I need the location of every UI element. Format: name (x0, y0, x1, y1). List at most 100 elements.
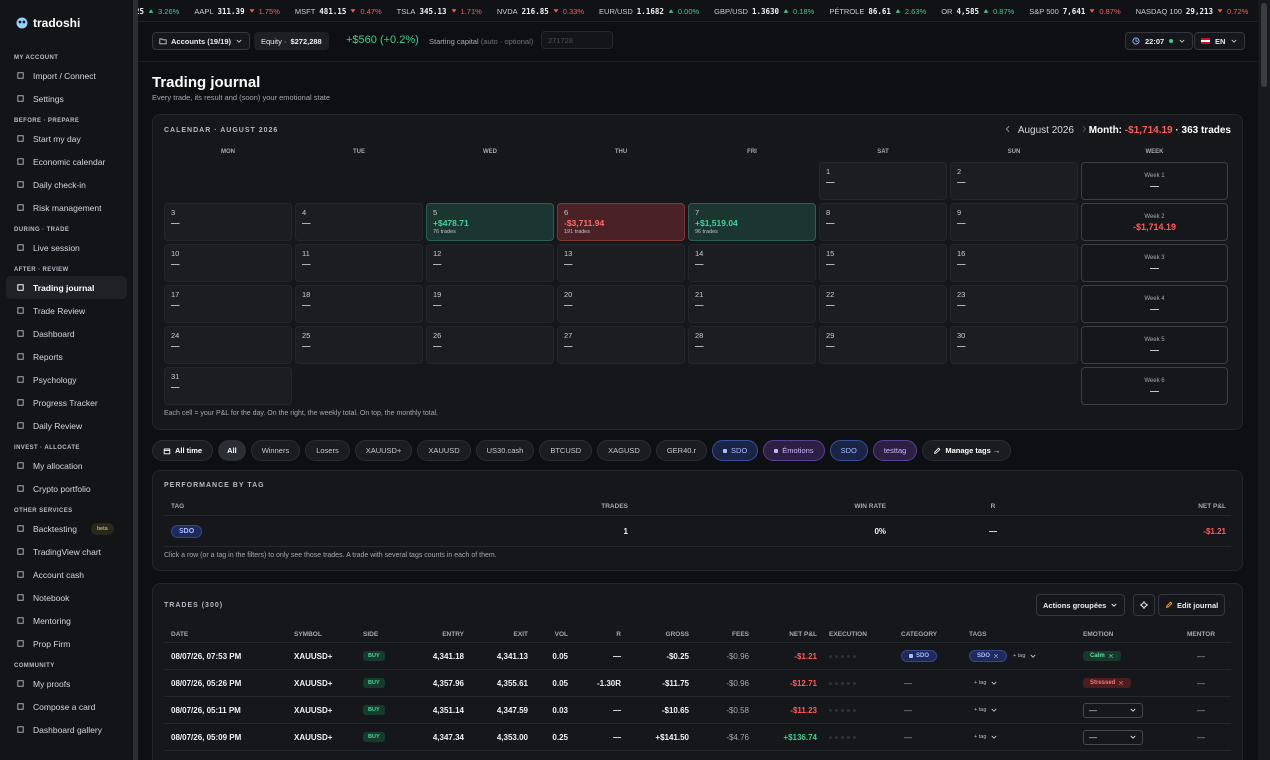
rating-dot[interactable] (853, 735, 856, 739)
rating-dot[interactable] (835, 708, 838, 712)
filter-chip[interactable]: All (218, 440, 246, 461)
capital-input[interactable]: 271728 (541, 31, 613, 49)
add-tag[interactable]: + tag (974, 707, 987, 713)
nav-item[interactable]: Progress Tracker (6, 391, 127, 414)
day-cell[interactable]: 12— (426, 244, 554, 282)
nav-item[interactable]: Psychology (6, 368, 127, 391)
filter-chip[interactable]: Émotions (763, 440, 825, 461)
prev-month[interactable] (1004, 125, 1012, 136)
execution-rating[interactable] (829, 700, 856, 720)
filter-chip[interactable]: XAGUSD (597, 440, 651, 461)
week-cell[interactable]: Week 3 — (1081, 244, 1228, 282)
next-month[interactable] (1080, 125, 1088, 136)
nav-item[interactable]: Reports (6, 345, 127, 368)
scroll-thumb[interactable] (1261, 3, 1267, 87)
nav-item[interactable]: Account cash (6, 563, 127, 586)
day-cell[interactable]: 18— (295, 285, 423, 323)
filter-chip[interactable]: SDO (829, 440, 868, 461)
filter-chip[interactable]: All time (152, 440, 214, 461)
nav-item[interactable]: Compose a card (6, 695, 127, 718)
rating-dot[interactable] (829, 708, 832, 712)
ticker-item[interactable]: MSFT 481.15 0.47% (295, 7, 382, 16)
rating-dot[interactable] (841, 708, 844, 712)
filter-chip[interactable]: GER40.r (655, 440, 708, 461)
tag-pill[interactable]: SDO (171, 524, 203, 538)
day-cell[interactable]: 6 -$3,711.94 191 trades (557, 203, 685, 241)
emotion-pill[interactable]: Stressed (1083, 678, 1132, 688)
rating-dot[interactable] (853, 654, 856, 658)
nav-item[interactable]: Settings (6, 87, 127, 110)
week-cell[interactable]: Week 5 — (1081, 326, 1228, 364)
week-cell[interactable]: Week 6 — (1081, 367, 1228, 405)
rating-dot[interactable] (841, 681, 844, 685)
nav-item[interactable]: Trading journal (6, 276, 127, 299)
day-cell[interactable]: 15— (819, 244, 947, 282)
ticker-item[interactable]: AAPL 311.39 1.75% (194, 7, 280, 16)
emotion-select[interactable]: — (1083, 729, 1143, 745)
day-cell[interactable]: 29— (819, 326, 947, 364)
rating-dot[interactable] (835, 735, 838, 739)
settings-button[interactable] (1133, 594, 1155, 616)
day-cell[interactable]: 4— (295, 203, 423, 241)
day-cell[interactable]: 28— (688, 326, 816, 364)
day-cell[interactable]: 30— (950, 326, 1078, 364)
bulk-actions-button[interactable]: Actions groupées (1036, 594, 1126, 616)
nav-item[interactable]: Dashboard (6, 322, 127, 345)
nav-item[interactable]: Import / Connect (6, 64, 127, 87)
ticker-item[interactable]: GBP/USD 1.3630 0.18% (714, 7, 814, 16)
day-cell[interactable]: 22— (819, 285, 947, 323)
filter-chip[interactable]: XAUUSD (417, 440, 471, 461)
rating-dot[interactable] (829, 735, 832, 739)
ticker-item[interactable]: TSLA 345.13 1.71% (397, 7, 482, 16)
day-cell[interactable]: 11— (295, 244, 423, 282)
filter-chip[interactable]: Losers (305, 440, 350, 461)
day-cell[interactable]: 8— (819, 203, 947, 241)
filter-chip[interactable]: US30.cash (475, 440, 535, 461)
filter-chip[interactable]: testtag (872, 440, 918, 461)
filter-chip[interactable]: Winners (250, 440, 301, 461)
nav-item[interactable]: Backtesting beta (6, 517, 127, 540)
rating-dot[interactable] (835, 654, 838, 658)
nav-item[interactable]: Daily check-in (6, 173, 127, 196)
filter-chip[interactable]: BTCUSD (539, 440, 593, 461)
emotion-select[interactable]: — (1083, 702, 1143, 718)
brand[interactable]: tradoshi (16, 16, 80, 30)
nav-item[interactable]: TradingView chart (6, 540, 127, 563)
language-button[interactable]: EN (1194, 32, 1246, 50)
day-cell[interactable]: 2— (950, 162, 1078, 200)
nav-item[interactable]: Mentoring (6, 609, 127, 632)
day-cell[interactable]: 27— (557, 326, 685, 364)
nav-item[interactable]: My proofs (6, 672, 127, 695)
day-cell[interactable]: 5 +$478.71 76 trades (426, 203, 554, 241)
week-cell[interactable]: Week 2 -$1,714.19 (1081, 203, 1228, 241)
ticker-item[interactable]: NVDA 216.85 0.33% (497, 7, 584, 16)
day-cell[interactable]: 25— (295, 326, 423, 364)
day-cell[interactable]: 20— (557, 285, 685, 323)
week-cell[interactable]: Week 1 — (1081, 162, 1228, 200)
day-cell[interactable]: 3— (164, 203, 292, 241)
add-tag[interactable]: + tag (974, 734, 987, 740)
nav-item[interactable]: Start my day (6, 127, 127, 150)
day-cell[interactable]: 16— (950, 244, 1078, 282)
accounts-button[interactable]: Accounts (19/19) (152, 32, 251, 50)
rating-dot[interactable] (835, 681, 838, 685)
rating-dot[interactable] (847, 681, 850, 685)
rating-dot[interactable] (841, 735, 844, 739)
day-cell[interactable]: 24— (164, 326, 292, 364)
day-cell[interactable]: 14— (688, 244, 816, 282)
add-tag[interactable]: + tag (1013, 653, 1026, 659)
add-tag[interactable]: + tag (974, 680, 987, 686)
day-cell[interactable]: 26— (426, 326, 554, 364)
day-cell[interactable]: 10— (164, 244, 292, 282)
nav-item[interactable]: Daily Review (6, 414, 127, 437)
nav-item[interactable]: Notebook (6, 586, 127, 609)
execution-rating[interactable] (829, 646, 856, 666)
tag-pill[interactable]: SDO (969, 650, 1008, 662)
ticker-item[interactable]: PÉTROLE 86.61 2.63% (829, 7, 926, 16)
nav-item[interactable]: Risk management (6, 196, 127, 219)
nav-item[interactable]: Crypto portfolio (6, 477, 127, 500)
rating-dot[interactable] (829, 654, 832, 658)
day-cell[interactable]: 23— (950, 285, 1078, 323)
emotion-pill[interactable]: Calm (1083, 651, 1121, 661)
day-cell[interactable]: 7 +$1,519.04 96 trades (688, 203, 816, 241)
